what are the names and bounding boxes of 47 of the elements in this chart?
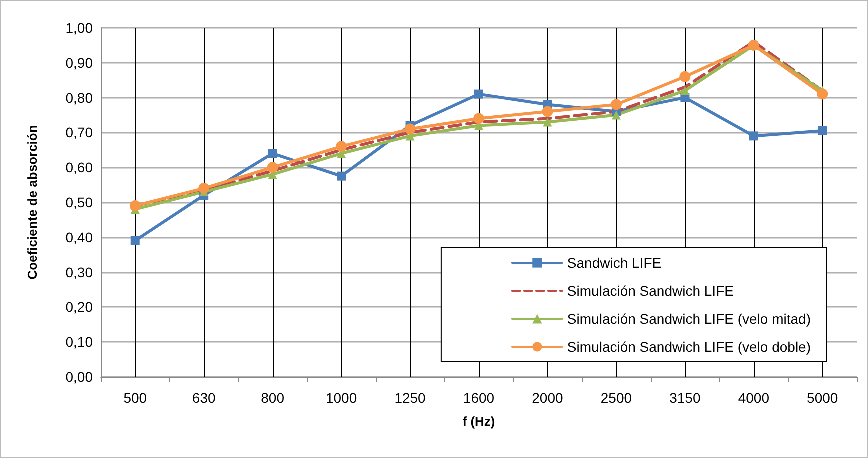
x-tick-label: 2500 — [600, 390, 632, 406]
point — [474, 113, 484, 124]
point — [130, 236, 140, 246]
point — [612, 110, 621, 120]
point — [543, 118, 552, 127]
legend-label: Simulación Sandwich LIFE (velo doble) — [567, 339, 812, 355]
y-tick-label: 0,20 — [66, 299, 94, 316]
point — [198, 183, 210, 194]
point — [404, 124, 416, 135]
x-tick-label: 800 — [261, 390, 285, 406]
x-tick-label: 4000 — [738, 390, 770, 406]
point — [337, 172, 346, 181]
x-tick-label: 5000 — [807, 390, 838, 406]
point — [680, 71, 691, 82]
y-tick-label: 0,80 — [66, 90, 94, 106]
point — [268, 149, 278, 158]
y-axis-title: Coeficiente de absorción — [25, 125, 40, 280]
y-tick-label: 0,30 — [66, 264, 94, 280]
y-tick-label: 0,90 — [66, 54, 94, 71]
y-tick-label: 0,70 — [66, 124, 94, 141]
point — [542, 106, 554, 118]
y-tick-label: 0,10 — [66, 334, 94, 350]
x-tick-label: 630 — [192, 390, 216, 406]
point — [749, 132, 758, 141]
y-tick-label: 0,60 — [66, 160, 94, 176]
legend-label: Simulación Sandwich LIFE (velo mitad) — [567, 311, 811, 327]
x-tick-label: 1000 — [326, 390, 358, 406]
point — [474, 90, 484, 99]
x-tick-label: 1600 — [463, 390, 495, 406]
point — [680, 86, 690, 96]
x-tick-label: 500 — [124, 390, 148, 406]
point — [817, 88, 828, 100]
y-tick-label: 0,50 — [66, 194, 94, 210]
x-tick-label: 2000 — [532, 390, 564, 406]
point — [130, 200, 141, 212]
legend-label: Simulación Sandwich LIFE — [567, 283, 734, 299]
point — [336, 141, 348, 152]
y-tick-label: 0,00 — [66, 369, 94, 385]
point — [267, 162, 278, 174]
x-axis-title: f (Hz) — [462, 414, 496, 429]
point — [818, 126, 828, 136]
y-tick-label: 0,40 — [66, 229, 94, 246]
legend-label: Sandwich LIFE — [567, 255, 662, 271]
x-tick-label: 1250 — [394, 390, 426, 406]
y-tick-label: 1,00 — [66, 20, 94, 36]
x-tick-label: 3150 — [670, 390, 701, 406]
point — [610, 99, 622, 110]
